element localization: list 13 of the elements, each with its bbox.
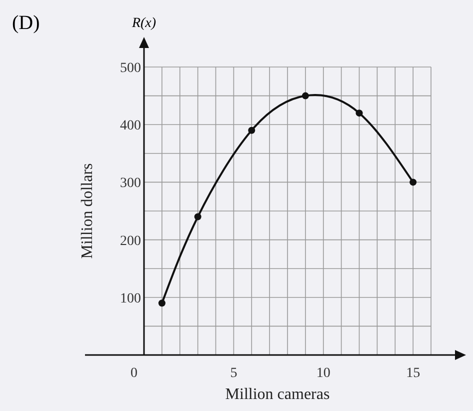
x-axis-title: Million cameras bbox=[225, 386, 330, 403]
x-tick-label: 15 bbox=[406, 366, 420, 381]
y-tick-label: 200 bbox=[120, 234, 141, 249]
y-tick-label: 400 bbox=[120, 118, 141, 134]
y-tick-label: 500 bbox=[120, 61, 141, 76]
x-tick-label: 10 bbox=[316, 366, 330, 381]
y-tick-label: 100 bbox=[120, 291, 141, 306]
x-tick-label: 0 bbox=[130, 366, 138, 381]
text: R(x) bbox=[130, 16, 156, 31]
chart-title: (D) bbox=[12, 12, 40, 34]
x-tick-label: 5 bbox=[230, 366, 238, 381]
y-tick-label: 300 bbox=[120, 176, 141, 192]
y-axis-title: Million dollars bbox=[79, 163, 96, 259]
